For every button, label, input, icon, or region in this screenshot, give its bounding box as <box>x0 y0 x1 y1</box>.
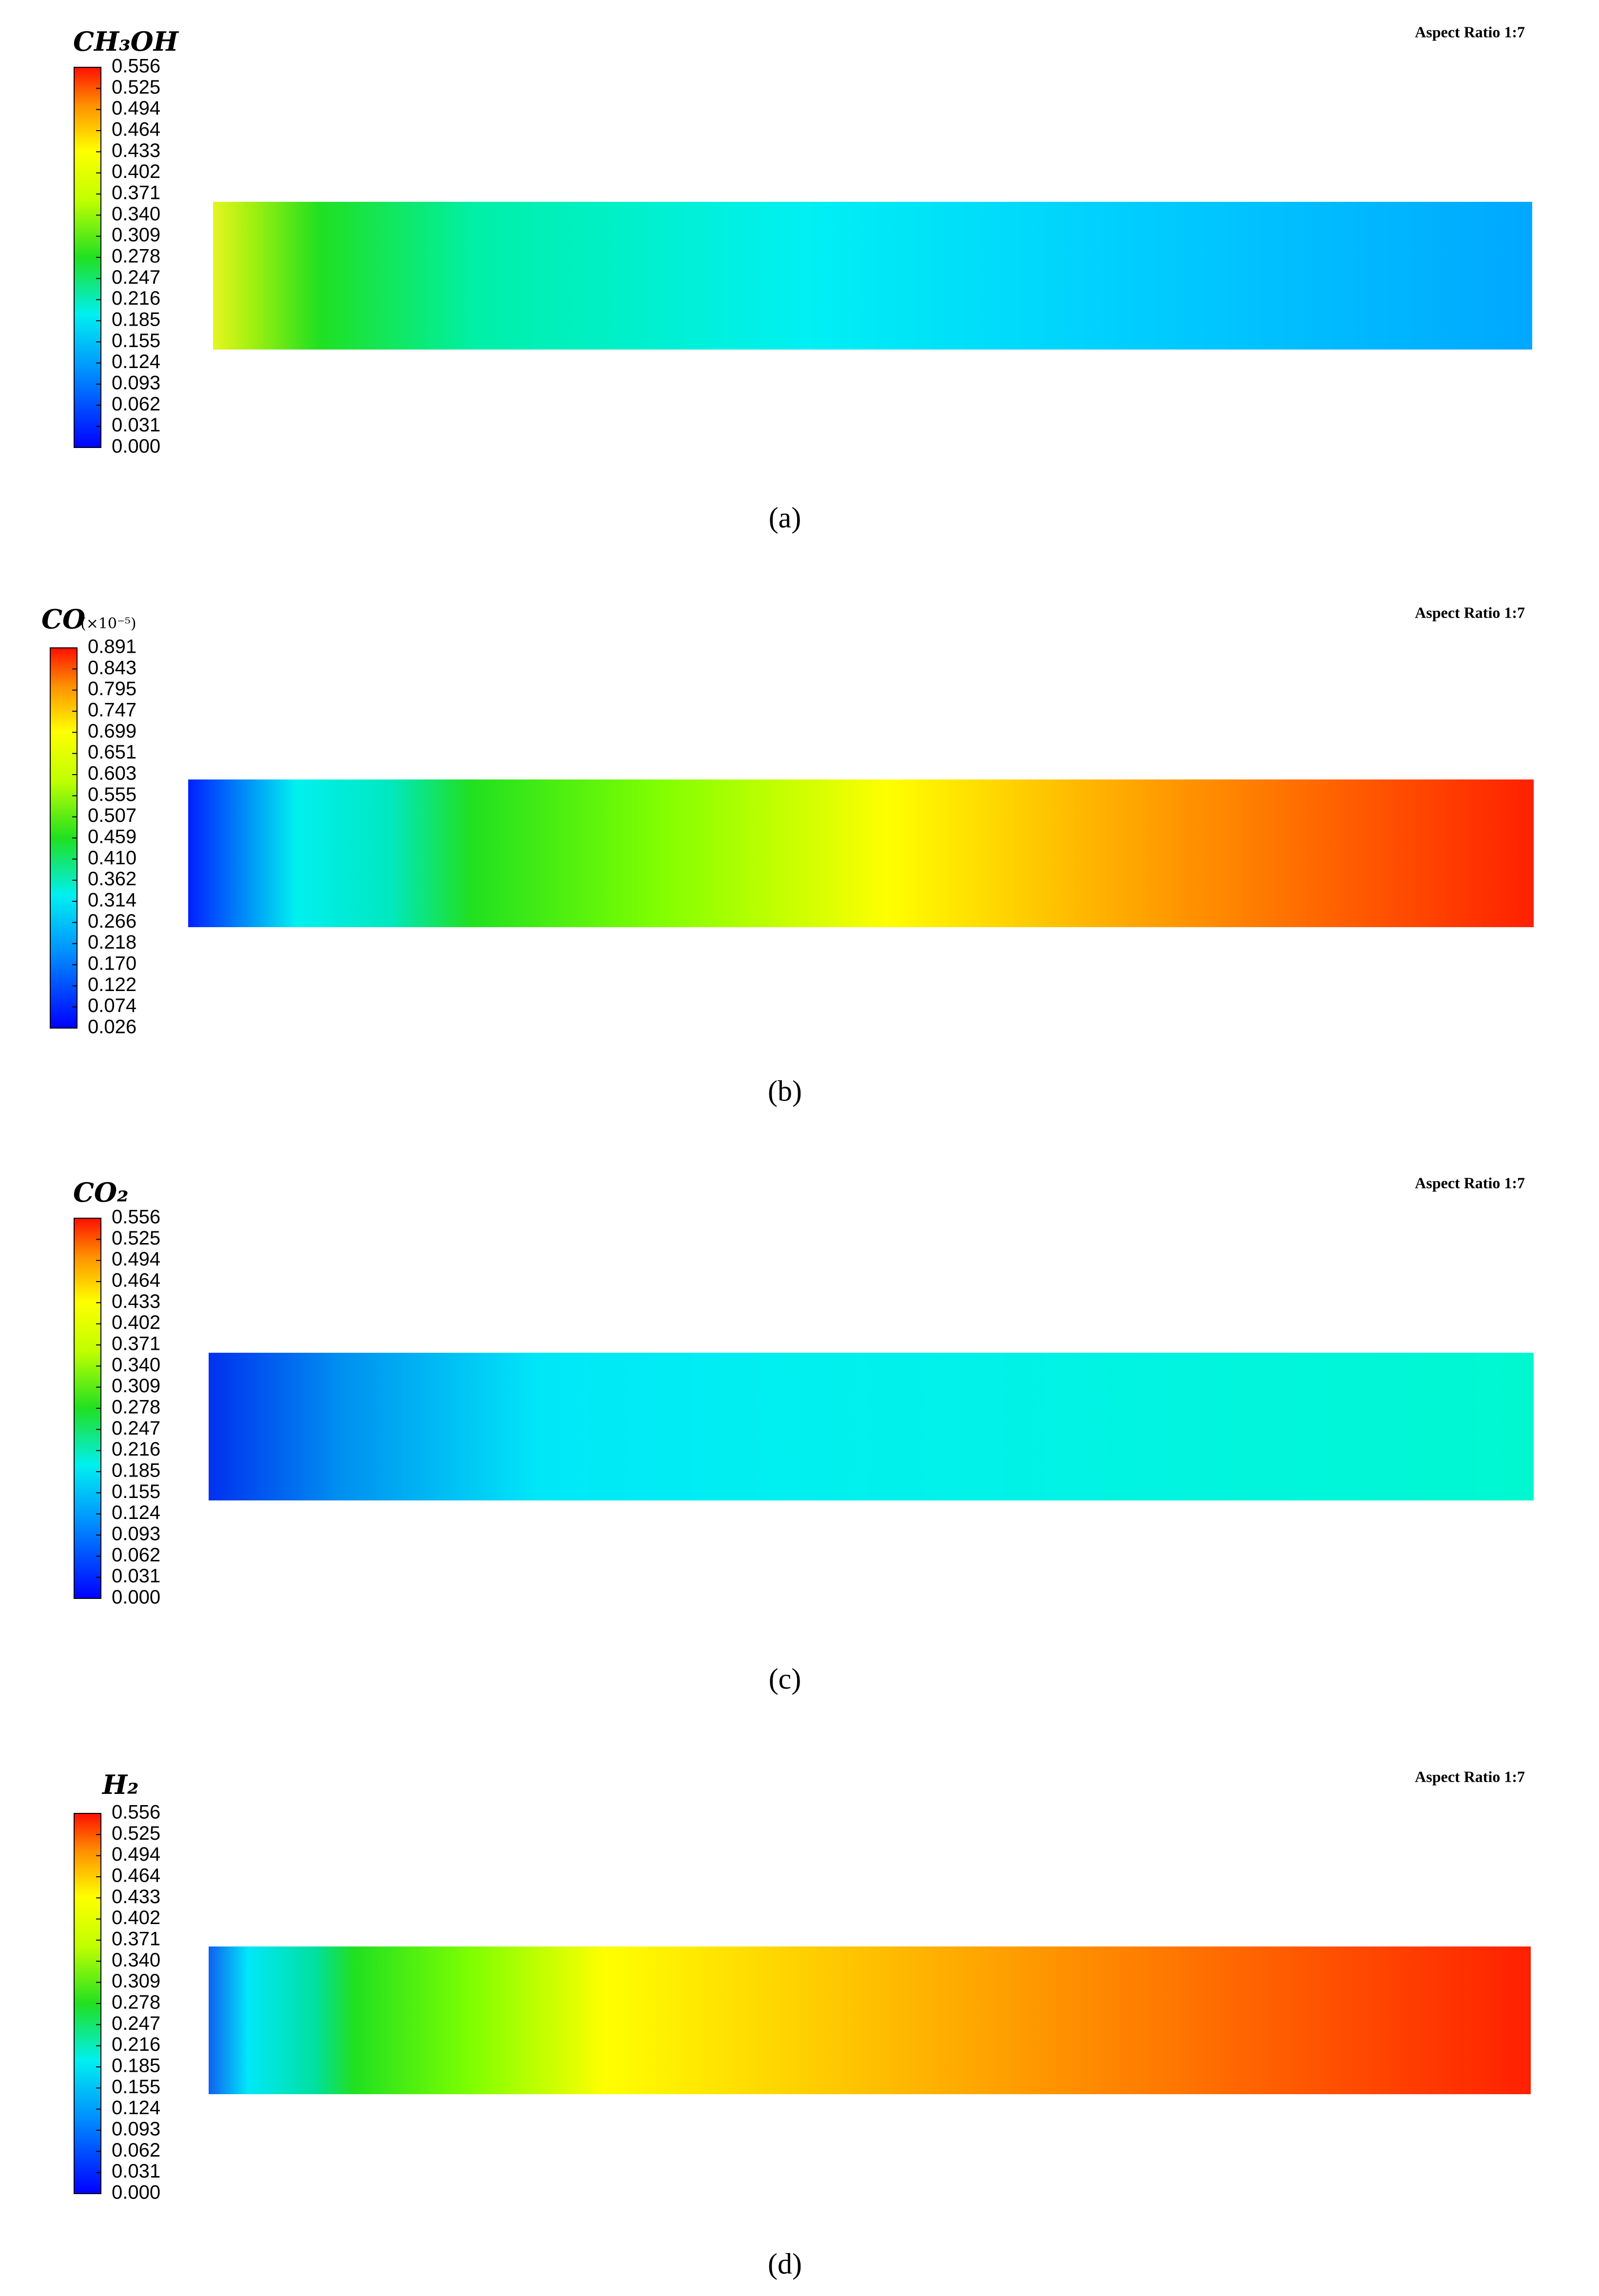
colorbar-label: 0.843 <box>88 657 136 679</box>
colorbar-label: 0.309 <box>112 1970 160 1992</box>
colorbar-label: 0.185 <box>112 2055 160 2077</box>
contour-field <box>188 779 1534 927</box>
colorbar-label: 0.433 <box>112 140 160 161</box>
colorbar-label: 0.074 <box>88 995 136 1016</box>
field-title: CO₂ <box>73 1177 129 1208</box>
colorbar-label: 0.124 <box>112 351 160 372</box>
colorbar-label: 0.000 <box>112 436 160 457</box>
colorbar-label: 0.122 <box>88 974 136 995</box>
contour-field <box>209 1353 1534 1500</box>
colorbar-label: 0.155 <box>112 2076 160 2098</box>
colorbar-label: 0.031 <box>112 414 160 436</box>
panel-caption: (a) <box>769 502 801 534</box>
colorbar-label: 0.026 <box>88 1016 136 1038</box>
colorbar-label: 0.340 <box>112 1354 160 1376</box>
colorbar-label: 0.433 <box>112 1291 160 1312</box>
colorbar-label: 0.278 <box>112 246 160 267</box>
colorbar-label: 0.031 <box>112 1565 160 1587</box>
colorbar-label: 0.699 <box>88 720 136 742</box>
colorbar-label: 0.031 <box>112 2160 160 2182</box>
aspect-label: Aspect Ratio 1:7 <box>1415 1768 1525 1785</box>
colorbar-label: 0.340 <box>112 203 160 225</box>
colorbar-label: 0.555 <box>88 784 136 805</box>
colorbar-label: 0.371 <box>112 1333 160 1355</box>
colorbar-label: 0.507 <box>88 805 136 826</box>
colorbar-label: 0.494 <box>112 1844 160 1865</box>
colorbar-label: 0.556 <box>112 1206 160 1228</box>
field-title: H₂ <box>101 1769 139 1800</box>
colorbar-label: 0.494 <box>112 1248 160 1270</box>
colorbar-label: 0.093 <box>112 372 160 394</box>
colorbar-label: 0.603 <box>88 763 136 784</box>
colorbar-label: 0.314 <box>88 890 136 911</box>
colorbar-label: 0.062 <box>112 2140 160 2161</box>
field-title: CO <box>41 603 85 635</box>
colorbar-label: 0.433 <box>112 1886 160 1907</box>
colorbar-label: 0.216 <box>112 288 160 309</box>
colorbar-label: 0.309 <box>112 224 160 246</box>
colorbar-label: 0.464 <box>112 119 160 140</box>
colorbar-label: 0.464 <box>112 1865 160 1887</box>
colorbar-label: 0.525 <box>112 77 160 98</box>
panel-caption: (c) <box>769 1663 801 1695</box>
colorbar-label: 0.747 <box>88 700 136 721</box>
colorbar-label: 0.247 <box>112 1418 160 1439</box>
colorbar-label: 0.185 <box>112 1460 160 1481</box>
colorbar-label: 0.309 <box>112 1375 160 1397</box>
aspect-label: Aspect Ratio 1:7 <box>1415 603 1525 621</box>
colorbar-label: 0.795 <box>88 678 136 700</box>
field-title: CH₃OH <box>73 26 179 57</box>
colorbar-label: 0.124 <box>112 1502 160 1523</box>
colorbar-label: 0.266 <box>88 911 136 932</box>
colorbar-label: 0.651 <box>88 741 136 763</box>
colorbar-label: 0.402 <box>112 1907 160 1928</box>
colorbar-label: 0.556 <box>112 1802 160 1823</box>
colorbar-label: 0.371 <box>112 182 160 204</box>
colorbar-label: 0.062 <box>112 393 160 415</box>
colorbar-label: 0.464 <box>112 1270 160 1291</box>
colorbar-label: 0.124 <box>112 2097 160 2119</box>
colorbar-label: 0.155 <box>112 1481 160 1502</box>
colorbar-label: 0.185 <box>112 309 160 331</box>
panel-caption: (d) <box>768 2248 802 2280</box>
colorbar-label: 0.000 <box>112 2182 160 2203</box>
colorbar-label: 0.459 <box>88 826 136 848</box>
colorbar-label: 0.556 <box>112 56 160 77</box>
colorbar-label: 0.062 <box>112 1544 160 1566</box>
colorbar-label: 0.371 <box>112 1928 160 1950</box>
colorbar-label: 0.525 <box>112 1227 160 1249</box>
panel-caption: (b) <box>768 1075 802 1107</box>
contour-field <box>213 202 1532 350</box>
colorbar-label: 0.247 <box>112 2013 160 2034</box>
colorbar-label: 0.525 <box>112 1823 160 1844</box>
colorbar-label: 0.891 <box>88 636 136 658</box>
colorbar-label: 0.494 <box>112 97 160 119</box>
colorbar-label: 0.216 <box>112 1439 160 1460</box>
colorbar-label: 0.362 <box>88 868 136 890</box>
colorbar-label: 0.247 <box>112 267 160 288</box>
aspect-label: Aspect Ratio 1:7 <box>1415 23 1525 40</box>
colorbar-label: 0.155 <box>112 330 160 351</box>
colorbar-label: 0.000 <box>112 1587 160 1608</box>
colorbar-label: 0.218 <box>88 932 136 953</box>
contour-field <box>209 1946 1531 2094</box>
colorbar-label: 0.093 <box>112 2119 160 2140</box>
colorbar-label: 0.216 <box>112 2034 160 2055</box>
colorbar-label: 0.340 <box>112 1949 160 1971</box>
colorbar-label: 0.402 <box>112 1312 160 1333</box>
colorbar-label: 0.402 <box>112 161 160 182</box>
aspect-label: Aspect Ratio 1:7 <box>1415 1174 1525 1191</box>
colorbar-label: 0.278 <box>112 1992 160 2013</box>
colorbar-label: 0.410 <box>88 847 136 869</box>
unit-label: (×10⁻⁵) <box>80 615 136 632</box>
colorbar-label: 0.278 <box>112 1397 160 1418</box>
colorbar-label: 0.093 <box>112 1523 160 1545</box>
colorbar-label: 0.170 <box>88 953 136 974</box>
